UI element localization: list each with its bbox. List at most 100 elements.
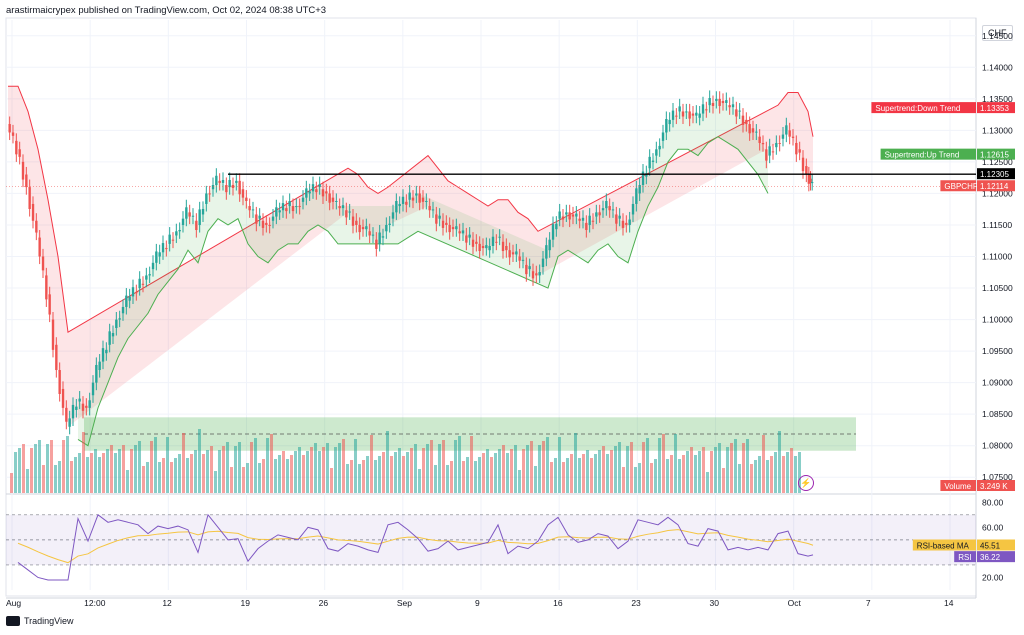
candle-body [45,275,48,300]
candle-body [568,212,571,220]
volume-bar [282,451,285,493]
candle-body [598,212,601,216]
candle-body [58,370,61,394]
candle-body [435,214,438,224]
candle-body [371,234,375,236]
volume-bar [794,456,797,493]
indicator-bolt-icon[interactable]: ⚡ [798,475,814,491]
candle-body [751,128,755,133]
tag-name: Volume [944,482,971,491]
candle-body [708,97,711,106]
candle-layer [8,90,814,435]
volume-bar [50,440,53,493]
candle-body [155,251,158,263]
candle-body [121,306,125,314]
currency-label[interactable]: CHF [982,25,1013,41]
supertrend-layer [8,85,814,447]
candle-body [315,189,318,193]
volume-bar [694,455,697,493]
candle-body [118,318,121,320]
candle-body [671,110,675,120]
candle-body [331,197,335,202]
candle-body [188,212,191,217]
volume-bar [738,464,741,493]
volume-bar [234,446,237,493]
volume-bar [214,471,217,493]
volume-bar [38,440,41,493]
axis-layer: 1.14500 1.14000 1.13500 1.13000 1.12500 1.120… [6,31,1013,608]
candle-body [28,187,31,209]
rsi-tag-rsi-based-ma: RSI-based MA 45.51 [912,539,1015,551]
candle-body [68,418,71,427]
candle-body [478,243,481,252]
rsi-ma-line [17,529,814,564]
candle-body [809,178,812,183]
candle-body [225,185,228,193]
price-tag-supertrend-up-trend: Supertrend:Up Trend 1.12615 [880,148,1015,160]
candle-body [461,230,465,234]
volume-bar [462,461,465,493]
candle-body [711,103,715,106]
volume-bar [86,457,89,493]
volume-bar [182,433,185,493]
price-tick-label: 1.14500 [982,31,1013,41]
volume-bar [718,443,721,493]
volume-bar [90,453,93,493]
candle-body [655,149,658,156]
volume-bar [402,456,405,493]
candle-body [221,179,225,183]
candle-body [108,331,111,345]
volume-bar [42,465,45,493]
candle-body [281,203,285,211]
volume-bar [330,468,333,493]
candle-body [428,206,431,211]
tag-value: 1.12114 [980,182,1009,191]
candle-body [161,243,165,253]
candle-body [51,319,55,350]
volume-bar [690,447,693,493]
volume-bar [46,444,49,493]
volume-bar [58,461,61,493]
candle-body [251,209,255,211]
volume-bar [658,438,661,493]
candle-body [128,296,131,301]
tag-value: 36.22 [980,553,1001,562]
candle-body [431,209,435,211]
publisher-header: arastirmaicrypex published on TradingVie… [6,5,327,16]
volume-bar [346,464,349,493]
tag-name-box [880,148,976,160]
candle-body [538,272,541,276]
volume-bar [746,439,749,493]
volume-bar [374,460,377,493]
volume-bar [634,467,637,493]
volume-bar [662,434,665,493]
volume-bar [22,444,25,493]
candle-body [601,208,605,211]
volume-bar [170,462,173,493]
candle-body [175,231,178,236]
candle-body [438,215,441,219]
volume-bar [654,459,657,493]
candle-body [75,406,78,410]
rsi-line [17,513,814,581]
volume-bar [30,448,33,493]
volume-bar [202,454,205,493]
volume-bar [766,460,769,493]
candle-body [515,251,518,255]
rsi-tick-label: 60.00 [982,522,1004,532]
volume-bar [558,437,561,493]
time-tick-label: Sep [397,598,412,608]
candle-body [685,111,688,113]
candle-body [18,149,21,157]
candle-body [658,145,661,150]
candle-body [158,252,161,257]
volume-bar [722,468,725,493]
volume-bar [158,462,161,493]
candle-body [165,248,168,250]
tag-value: 1.13353 [980,104,1009,113]
tag-value-box [977,551,1015,563]
rsi-layer [6,513,976,581]
candle-body [275,207,278,217]
footer: TradingView [6,616,74,626]
volume-bar [74,457,77,493]
